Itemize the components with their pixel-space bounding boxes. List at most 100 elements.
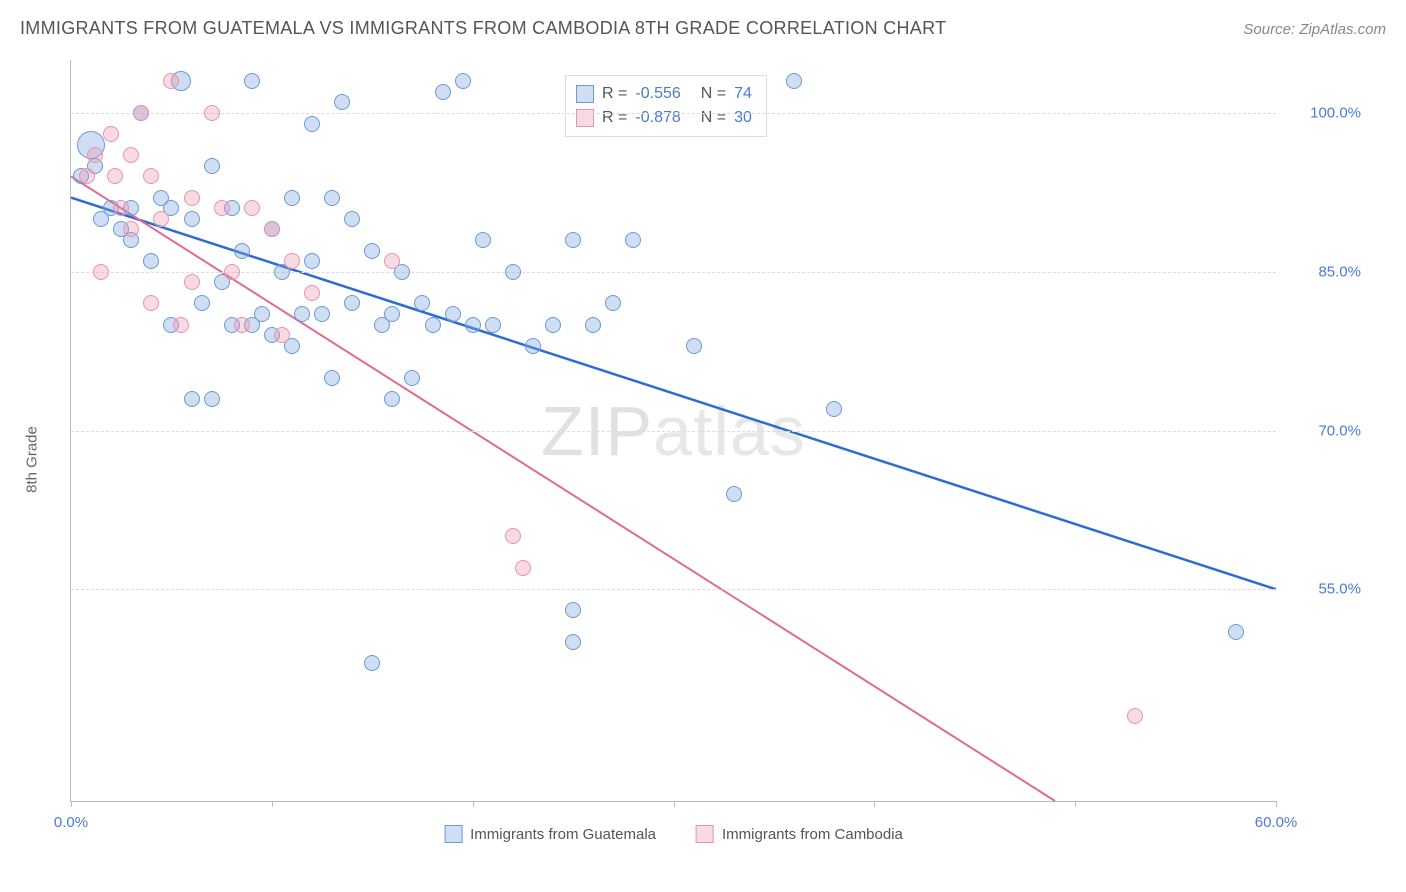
- scatter-point: [204, 391, 220, 407]
- header: IMMIGRANTS FROM GUATEMALA VS IMMIGRANTS …: [20, 18, 1386, 39]
- scatter-point: [435, 84, 451, 100]
- scatter-point: [244, 73, 260, 89]
- scatter-point: [123, 147, 139, 163]
- scatter-point: [485, 317, 501, 333]
- scatter-point: [107, 168, 123, 184]
- scatter-point: [113, 200, 129, 216]
- scatter-point: [465, 317, 481, 333]
- scatter-point: [414, 295, 430, 311]
- scatter-point: [565, 602, 581, 618]
- scatter-point: [786, 73, 802, 89]
- x-tick: [874, 801, 875, 807]
- trendline: [71, 176, 1055, 801]
- scatter-point: [264, 221, 280, 237]
- scatter-point: [284, 190, 300, 206]
- scatter-point: [214, 200, 230, 216]
- scatter-point: [344, 211, 360, 227]
- chart-title: IMMIGRANTS FROM GUATEMALA VS IMMIGRANTS …: [20, 18, 946, 39]
- scatter-point: [143, 295, 159, 311]
- scatter-point: [184, 391, 200, 407]
- x-tick: [674, 801, 675, 807]
- scatter-point: [384, 306, 400, 322]
- scatter-point: [234, 243, 250, 259]
- correlation-row: R =-0.556N =74: [576, 82, 752, 106]
- series-legend: Immigrants from Guatemala Immigrants fro…: [444, 825, 903, 843]
- y-axis-label: 8th Grade: [24, 426, 41, 493]
- x-tick: [1276, 801, 1277, 807]
- scatter-point: [314, 306, 330, 322]
- trendline: [71, 198, 1276, 590]
- scatter-point: [204, 158, 220, 174]
- scatter-point: [384, 253, 400, 269]
- correlation-row: R =-0.878N =30: [576, 106, 752, 130]
- scatter-point: [324, 190, 340, 206]
- scatter-point: [304, 253, 320, 269]
- x-tick: [272, 801, 273, 807]
- scatter-point: [304, 285, 320, 301]
- gridline: [71, 589, 1276, 590]
- scatter-point: [344, 295, 360, 311]
- scatter-point: [324, 370, 340, 386]
- scatter-point: [93, 264, 109, 280]
- y-tick-label: 85.0%: [1318, 263, 1361, 280]
- scatter-point: [686, 338, 702, 354]
- scatter-point: [304, 116, 320, 132]
- scatter-point: [173, 317, 189, 333]
- scatter-point: [505, 528, 521, 544]
- swatch-icon: [444, 825, 462, 843]
- scatter-point: [274, 327, 290, 343]
- scatter-point: [194, 295, 210, 311]
- gridline: [71, 272, 1276, 273]
- scatter-point: [244, 200, 260, 216]
- x-tick: [1075, 801, 1076, 807]
- y-tick-label: 70.0%: [1318, 422, 1361, 439]
- scatter-point: [79, 168, 95, 184]
- scatter-point: [364, 243, 380, 259]
- scatter-point: [826, 401, 842, 417]
- plot-area: ZIPatlas R =-0.556N =74R =-0.878N =30 Im…: [70, 60, 1276, 802]
- scatter-point: [294, 306, 310, 322]
- scatter-point: [87, 147, 103, 163]
- x-tick: [71, 801, 72, 807]
- scatter-point: [625, 232, 641, 248]
- scatter-point: [364, 655, 380, 671]
- scatter-point: [525, 338, 541, 354]
- swatch-icon: [576, 109, 594, 127]
- scatter-point: [605, 295, 621, 311]
- correlation-legend: R =-0.556N =74R =-0.878N =30: [565, 75, 767, 137]
- scatter-point: [143, 253, 159, 269]
- scatter-point: [425, 317, 441, 333]
- scatter-point: [455, 73, 471, 89]
- gridline: [71, 431, 1276, 432]
- scatter-point: [184, 211, 200, 227]
- x-tick: [473, 801, 474, 807]
- scatter-point: [334, 94, 350, 110]
- scatter-point: [565, 634, 581, 650]
- swatch-icon: [576, 85, 594, 103]
- scatter-point: [254, 306, 270, 322]
- scatter-point: [515, 560, 531, 576]
- scatter-point: [143, 168, 159, 184]
- scatter-point: [284, 253, 300, 269]
- legend-item-cambodia: Immigrants from Cambodia: [696, 825, 903, 843]
- scatter-point: [384, 391, 400, 407]
- scatter-point: [153, 211, 169, 227]
- x-tick-label: 60.0%: [1255, 814, 1298, 831]
- scatter-point: [445, 306, 461, 322]
- scatter-point: [103, 126, 119, 142]
- y-tick-label: 100.0%: [1310, 104, 1361, 121]
- legend-item-guatemala: Immigrants from Guatemala: [444, 825, 656, 843]
- scatter-point: [565, 232, 581, 248]
- scatter-point: [404, 370, 420, 386]
- scatter-point: [224, 264, 240, 280]
- scatter-point: [545, 317, 561, 333]
- scatter-point: [475, 232, 491, 248]
- x-tick-label: 0.0%: [54, 814, 88, 831]
- swatch-icon: [696, 825, 714, 843]
- scatter-point: [204, 105, 220, 121]
- y-tick-label: 55.0%: [1318, 581, 1361, 598]
- scatter-point: [133, 105, 149, 121]
- scatter-point: [184, 190, 200, 206]
- scatter-point: [505, 264, 521, 280]
- scatter-point: [123, 221, 139, 237]
